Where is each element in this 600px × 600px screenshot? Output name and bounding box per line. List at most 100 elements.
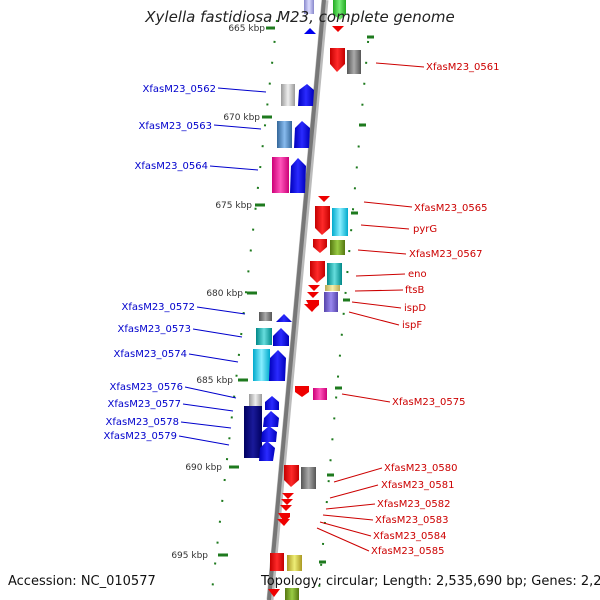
leader-line <box>180 421 232 429</box>
leader-line <box>355 273 406 277</box>
gene-feature[interactable] <box>308 285 320 291</box>
gene-feature[interactable] <box>315 206 330 235</box>
gene-feature[interactable] <box>295 386 309 397</box>
gene-feature[interactable] <box>261 426 277 442</box>
leader-line <box>217 87 267 93</box>
gene-label-reverse[interactable]: XfasM23_0582 <box>377 499 451 510</box>
leader-line <box>192 328 243 338</box>
gene-feature[interactable] <box>332 208 348 236</box>
gene-feature[interactable] <box>282 493 294 499</box>
gene-feature[interactable] <box>253 349 270 381</box>
gene-feature[interactable] <box>277 519 290 526</box>
tick-label: 670 kbp <box>223 113 260 123</box>
gene-feature[interactable] <box>318 196 330 202</box>
gene-feature[interactable] <box>304 304 319 312</box>
gene-feature[interactable] <box>307 292 319 298</box>
gene-label-forward[interactable]: XfasM23_0576 <box>109 382 183 393</box>
gene-feature[interactable] <box>304 0 314 14</box>
gene-label-forward[interactable]: XfasM23_0579 <box>103 431 177 442</box>
gene-feature[interactable] <box>301 467 316 489</box>
leader-line <box>363 201 413 208</box>
gene-label-forward[interactable]: XfasM23_0578 <box>105 417 179 428</box>
leader-line <box>375 62 425 68</box>
gene-feature[interactable] <box>273 328 289 346</box>
leader-line <box>351 301 402 309</box>
gene-feature[interactable] <box>294 121 310 148</box>
gene-label-forward[interactable]: XfasM23_0574 <box>113 349 187 360</box>
gene-feature[interactable] <box>298 84 314 106</box>
gene-label-forward[interactable]: XfasM23_0573 <box>117 324 191 335</box>
gene-label-forward[interactable]: XfasM23_0563 <box>138 121 212 132</box>
gene-label-forward[interactable]: XfasM23_0577 <box>107 399 181 410</box>
tick-label: 690 kbp <box>185 463 222 473</box>
gene-label-forward[interactable]: XfasM23_0564 <box>134 161 208 172</box>
gene-label-forward[interactable]: XfasM23_0562 <box>142 84 216 95</box>
gene-feature[interactable] <box>324 292 338 312</box>
leader-line <box>322 514 374 521</box>
gene-feature[interactable] <box>269 350 286 381</box>
leader-line <box>354 289 404 292</box>
accession-text: Accession: NC_010577 <box>8 574 156 589</box>
tick-label: 685 kbp <box>196 376 233 386</box>
leader-line <box>341 393 391 403</box>
gene-label-forward[interactable]: XfasM23_0572 <box>121 302 195 313</box>
gene-feature[interactable] <box>244 406 262 458</box>
gene-feature[interactable] <box>281 499 293 505</box>
page-title: Xylella fastidiosa M23, complete genome <box>145 8 455 26</box>
gene-feature[interactable] <box>263 411 279 427</box>
gene-feature[interactable] <box>249 394 262 406</box>
gene-feature[interactable] <box>277 121 292 148</box>
forward-strand-genes <box>244 0 316 597</box>
gene-label-reverse[interactable]: XfasM23_0581 <box>381 480 455 491</box>
gene-feature[interactable] <box>276 314 292 322</box>
leader-line <box>196 306 246 315</box>
gene-feature[interactable] <box>313 388 327 400</box>
gene-label-reverse[interactable]: ispD <box>404 303 426 314</box>
gene-feature[interactable] <box>304 28 316 34</box>
gene-feature[interactable] <box>332 26 344 32</box>
gene-label-reverse[interactable]: ftsB <box>405 285 424 296</box>
gene-feature[interactable] <box>259 441 275 461</box>
gene-feature[interactable] <box>310 261 325 283</box>
leader-line <box>188 353 239 363</box>
gene-feature[interactable] <box>256 328 272 345</box>
gene-feature[interactable] <box>330 48 345 72</box>
gene-label-reverse[interactable]: XfasM23_0567 <box>409 249 483 260</box>
gene-feature[interactable] <box>347 50 361 74</box>
gene-feature[interactable] <box>333 0 346 20</box>
gene-feature[interactable] <box>272 157 289 193</box>
gene-feature[interactable] <box>327 263 342 285</box>
genome-summary-text: Topology: circular; Length: 2,535,690 bp… <box>261 574 600 589</box>
gene-feature[interactable] <box>281 84 295 106</box>
gene-label-reverse[interactable]: XfasM23_0561 <box>426 62 500 73</box>
scale-ticks <box>218 26 374 564</box>
gene-feature[interactable] <box>313 239 327 253</box>
leader-line <box>325 503 376 510</box>
gene-feature[interactable] <box>325 285 340 291</box>
gene-feature[interactable] <box>259 312 272 321</box>
gene-feature[interactable] <box>287 555 302 571</box>
gene-label-reverse[interactable]: XfasM23_0585 <box>371 546 445 557</box>
gene-label-reverse[interactable]: XfasM23_0575 <box>392 397 466 408</box>
gene-label-reverse[interactable]: XfasM23_0580 <box>384 463 458 474</box>
gene-feature[interactable] <box>265 396 279 410</box>
gene-feature[interactable] <box>268 589 280 597</box>
gene-feature[interactable] <box>290 158 306 193</box>
gene-label-reverse[interactable]: ispF <box>402 320 422 331</box>
gene-label-reverse[interactable]: pyrG <box>413 224 437 235</box>
gene-label-reverse[interactable]: XfasM23_0584 <box>373 531 447 542</box>
leader-line <box>348 311 400 326</box>
leader-line <box>178 435 230 446</box>
leader-line <box>329 484 379 499</box>
gene-feature[interactable] <box>284 465 299 487</box>
gene-feature[interactable] <box>278 513 290 522</box>
gene-label-reverse[interactable]: eno <box>408 269 427 280</box>
gene-feature[interactable] <box>285 588 299 600</box>
gene-feature[interactable] <box>270 553 284 571</box>
gene-feature[interactable] <box>280 505 292 511</box>
gene-label-reverse[interactable]: XfasM23_0565 <box>414 203 488 214</box>
leader-line <box>360 224 410 230</box>
gene-label-reverse[interactable]: XfasM23_0583 <box>375 515 449 526</box>
gene-feature[interactable] <box>330 240 345 255</box>
